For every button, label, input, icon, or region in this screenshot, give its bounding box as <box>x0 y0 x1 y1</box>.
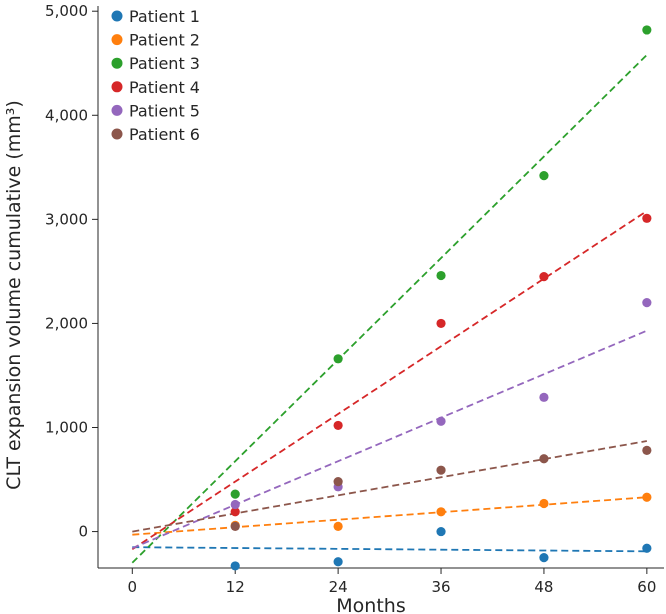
data-point-patient-4 <box>230 507 240 517</box>
y-tick-label: 4,000 <box>45 106 88 124</box>
data-point-patient-2 <box>436 507 446 517</box>
trendline-patient-6 <box>132 440 648 533</box>
y-tick-label: 2,000 <box>45 314 88 332</box>
x-ticks: 0 12 24 36 48 60 <box>128 568 656 596</box>
data-point-patient-2 <box>333 521 343 531</box>
data-point-patient-3 <box>333 354 343 364</box>
trendlines <box>131 54 648 564</box>
legend-label: Patient 4 <box>129 78 200 97</box>
data-points <box>230 25 652 571</box>
x-tick-label: 48 <box>534 578 553 596</box>
axes <box>97 6 664 569</box>
legend-marker <box>111 81 123 93</box>
y-tick-label: 1,000 <box>45 419 88 437</box>
y-tick-label: 0 <box>78 523 88 541</box>
data-point-patient-3 <box>230 489 240 499</box>
legend-label: Patient 3 <box>129 54 200 73</box>
y-ticks: 0 1,000 2,000 3,000 4,000 5,000 <box>45 2 98 541</box>
trendline-patient-4 <box>131 210 648 551</box>
legend-marker <box>111 57 123 69</box>
data-point-patient-5 <box>436 416 446 426</box>
data-point-patient-6 <box>333 477 343 487</box>
x-axis-title: Months <box>336 595 405 614</box>
x-tick-label: 24 <box>329 578 348 596</box>
y-tick-label: 5,000 <box>45 2 88 20</box>
data-point-patient-4 <box>539 271 549 282</box>
data-point-patient-4 <box>333 420 343 431</box>
trendline-patient-5 <box>131 329 648 550</box>
data-point-patient-2 <box>642 492 652 502</box>
data-point-patient-1 <box>436 526 446 537</box>
data-point-patient-5 <box>539 392 549 402</box>
data-point-patient-4 <box>436 318 446 329</box>
data-point-patient-3 <box>642 25 652 35</box>
x-tick-label: 60 <box>637 578 656 596</box>
x-tick-label: 12 <box>226 578 245 596</box>
legend-label: Patient 1 <box>129 7 200 26</box>
trendline-patient-1 <box>132 546 647 553</box>
data-point-patient-1 <box>333 557 343 567</box>
legend-marker <box>111 34 123 46</box>
data-point-patient-3 <box>436 270 446 281</box>
data-point-patient-5 <box>642 298 652 308</box>
data-point-patient-1 <box>230 561 240 571</box>
data-point-patient-1 <box>539 552 549 563</box>
legend-marker <box>111 104 123 116</box>
data-point-patient-5 <box>230 499 240 510</box>
legend-marker <box>111 128 123 140</box>
data-point-patient-6 <box>642 445 652 455</box>
legend: Patient 1 Patient 2 Patient 3 Patient 4 Pati… <box>111 7 200 144</box>
data-point-patient-3 <box>539 171 549 181</box>
data-point-patient-4 <box>642 213 652 223</box>
data-point-patient-2 <box>539 498 549 509</box>
y-axis-title: CLT expansion volume cumulative (mm³) <box>3 100 25 490</box>
legend-marker <box>111 10 123 22</box>
trendline-patient-3 <box>131 54 648 564</box>
legend-label: Patient 5 <box>129 101 200 120</box>
x-tick-label: 0 <box>128 578 138 596</box>
legend-label: Patient 2 <box>129 31 200 50</box>
x-tick-label: 36 <box>431 578 450 596</box>
data-point-patient-6 <box>436 465 446 475</box>
legend-label: Patient 6 <box>129 125 200 144</box>
y-tick-label: 3,000 <box>45 210 88 228</box>
data-point-patient-1 <box>642 543 652 553</box>
data-point-patient-6 <box>230 521 240 531</box>
trendline-patient-2 <box>132 496 647 536</box>
data-point-patient-6 <box>539 454 549 464</box>
